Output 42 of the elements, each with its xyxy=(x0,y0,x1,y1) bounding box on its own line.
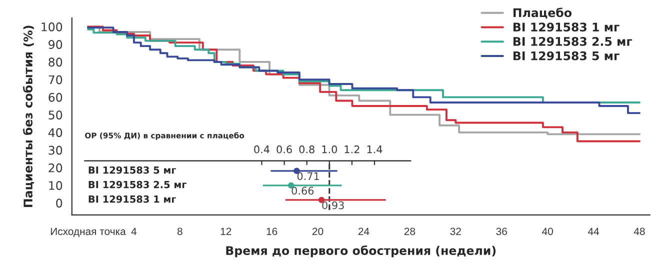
y-tick-label: 90 xyxy=(48,40,62,49)
y-tick-label: 20 xyxy=(48,163,62,172)
x-tick-label: 28 xyxy=(404,228,416,236)
x-tick-label: 0.6 xyxy=(276,145,292,154)
data-label: 0.93 xyxy=(322,201,344,210)
y-tick-label: 50 xyxy=(48,110,62,120)
x-tick-label: 12 xyxy=(220,228,232,235)
x-tick-label: 24 xyxy=(358,228,370,235)
y-tick-label: 60 xyxy=(48,92,62,102)
x-tick-label: 20 xyxy=(312,228,324,236)
x-tick-label: Исходная точка xyxy=(50,228,126,238)
data-label: 0.71 xyxy=(297,172,319,180)
data-label: 0.66 xyxy=(292,186,314,195)
y-tick-label: 0 xyxy=(56,198,62,208)
category-label: BI 1291583 2.5 мг xyxy=(88,180,186,188)
legend-label: BI 1291583 5 мг xyxy=(514,51,620,60)
y-tick-label: 80 xyxy=(48,58,62,67)
x-tick-label: 32 xyxy=(450,228,461,236)
x-tick-label: 40 xyxy=(542,228,553,236)
x-tick-label: 44 xyxy=(588,228,600,235)
x-tick-label: 8 xyxy=(177,228,182,236)
y-axis-title: Пациенты без события (%) xyxy=(22,26,34,207)
y-tick-label: 30 xyxy=(48,146,62,155)
x-tick-label: 36 xyxy=(496,228,507,236)
x-tick-label: 1.4 xyxy=(367,146,382,154)
category-label: BI 1291583 5 мг xyxy=(88,166,176,174)
x-tick-label: 48 xyxy=(634,228,645,236)
y-tick-label: 40 xyxy=(48,128,62,138)
legend-label: Плацебо xyxy=(514,8,572,19)
legend-label: BI 1291583 2.5 мг xyxy=(514,36,632,46)
category-label: BI 1291583 1 мг xyxy=(88,195,176,203)
y-tick-label: 10 xyxy=(49,181,62,190)
x-tick-label: 1.0 xyxy=(322,145,337,154)
x-tick-label: 1.2 xyxy=(344,145,360,154)
x-tick-label: 0.8 xyxy=(299,145,314,154)
x-axis-title: Время до первого обострения (недели) xyxy=(226,245,496,258)
x-tick-label: 0.4 xyxy=(254,145,270,154)
x-tick-label: 16 xyxy=(266,228,278,236)
x-tick-label: 4 xyxy=(131,228,137,235)
legend-label: BI 1291583 1 мг xyxy=(514,22,620,32)
y-tick-label: 70 xyxy=(48,75,62,84)
y-tick-label: 100 xyxy=(42,22,62,32)
